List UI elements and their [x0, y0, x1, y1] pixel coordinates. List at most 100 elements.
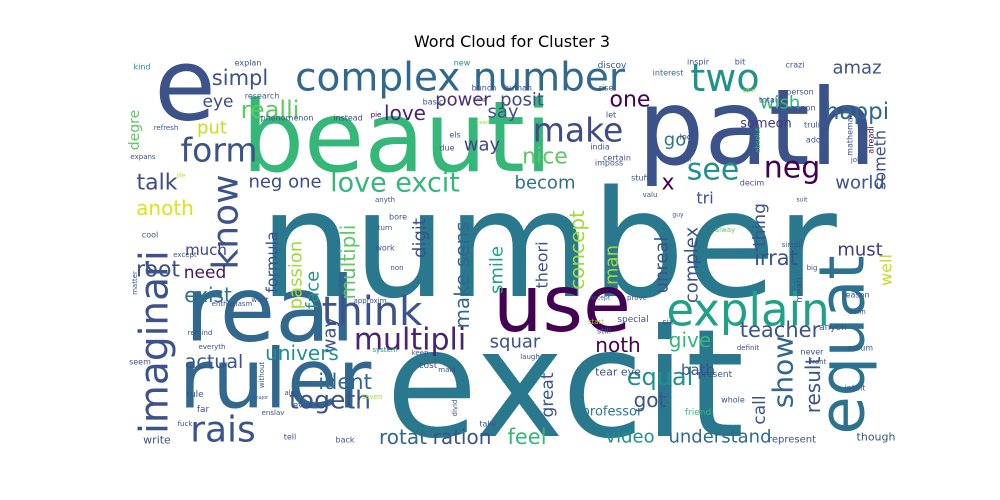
chart-title: Word Cloud for Cluster 3 — [414, 32, 610, 51]
word: form — [181, 131, 258, 170]
word: intuit — [845, 384, 866, 393]
word: without — [258, 362, 266, 389]
word: make sens — [450, 221, 474, 328]
word: unreal — [652, 237, 673, 294]
word: rule — [186, 390, 204, 400]
word: someth — [871, 130, 890, 190]
word: six — [662, 318, 673, 327]
word: never — [801, 348, 825, 357]
word: far — [197, 405, 210, 415]
word: look — [680, 133, 697, 142]
word: assum — [847, 344, 873, 353]
word: much — [185, 241, 227, 259]
word: defin — [848, 308, 866, 316]
word: friend — [685, 408, 711, 418]
word: mean — [795, 277, 805, 303]
word: result — [801, 357, 825, 414]
word: someon — [740, 117, 792, 132]
word: way — [320, 316, 341, 353]
word: anoth — [136, 196, 194, 220]
word: explain — [666, 284, 829, 337]
word: everyth — [199, 343, 226, 351]
word: posit — [500, 90, 544, 111]
word: approxim — [354, 297, 387, 305]
word: deal — [679, 157, 692, 164]
word: inspir — [687, 58, 710, 67]
word: expans — [130, 153, 155, 161]
word: face — [303, 271, 324, 309]
word: due — [439, 144, 454, 153]
word: neg one — [248, 172, 321, 193]
word: keep — [412, 349, 429, 357]
word: alon — [285, 389, 300, 397]
word: anyon — [819, 323, 847, 333]
word: passion — [286, 241, 307, 310]
word: matter — [131, 271, 139, 295]
word: seem — [129, 358, 151, 367]
word: life — [176, 173, 185, 180]
word: way — [464, 135, 501, 156]
word: maid — [438, 366, 456, 374]
word: suit — [797, 197, 809, 204]
word: anyth — [375, 196, 395, 204]
word: research — [245, 92, 280, 101]
word: noth — [595, 333, 640, 357]
word: bore — [389, 213, 407, 222]
word: want — [251, 296, 268, 304]
word: two — [690, 56, 759, 100]
word: remind — [188, 329, 213, 337]
word: realli — [241, 96, 300, 124]
word: rise — [599, 84, 614, 93]
word: crazi — [785, 61, 804, 70]
word: front — [810, 358, 827, 366]
word: teacher — [740, 318, 821, 342]
word: laugh — [520, 353, 540, 361]
word: talk — [137, 171, 178, 196]
word: go — [664, 130, 686, 151]
word: though — [857, 431, 896, 444]
word: number — [259, 159, 837, 331]
word: say — [487, 102, 518, 123]
word: path — [638, 67, 877, 189]
word: bath — [681, 361, 715, 379]
word: write — [143, 434, 171, 447]
word: big — [807, 264, 818, 272]
word: instead — [333, 114, 363, 123]
word: happi — [825, 99, 889, 125]
word: tell — [284, 433, 297, 442]
word: definit — [737, 344, 760, 352]
word: enslav — [262, 409, 285, 417]
word: person — [786, 88, 813, 97]
word: beauti — [242, 81, 552, 195]
word: togeth — [289, 386, 371, 415]
word: guy — [672, 212, 684, 219]
word: human — [504, 84, 532, 93]
word: eye — [203, 92, 234, 112]
word: valu — [643, 191, 658, 199]
word: see — [687, 153, 740, 188]
word: let — [606, 111, 616, 120]
word: imaginari — [133, 250, 178, 434]
word: refresh — [154, 124, 179, 132]
word: wish — [760, 93, 801, 114]
word: india — [590, 143, 610, 152]
word: real — [185, 258, 356, 363]
word: actual — [185, 351, 244, 373]
word: cool — [142, 231, 158, 240]
word: ident — [318, 370, 372, 394]
word: present — [698, 370, 733, 380]
word: concept — [565, 210, 589, 290]
word: call — [750, 395, 770, 424]
word: reason — [842, 291, 869, 300]
word: univers — [265, 341, 339, 365]
word: use — [493, 260, 631, 350]
word: equat — [806, 255, 879, 434]
word: thing — [750, 203, 770, 247]
word: fuck — [178, 420, 194, 428]
word: formula — [263, 231, 282, 293]
word: think — [322, 289, 424, 335]
word: imposs — [595, 159, 623, 168]
word: turn — [378, 224, 392, 232]
word: rotat — [379, 425, 427, 449]
